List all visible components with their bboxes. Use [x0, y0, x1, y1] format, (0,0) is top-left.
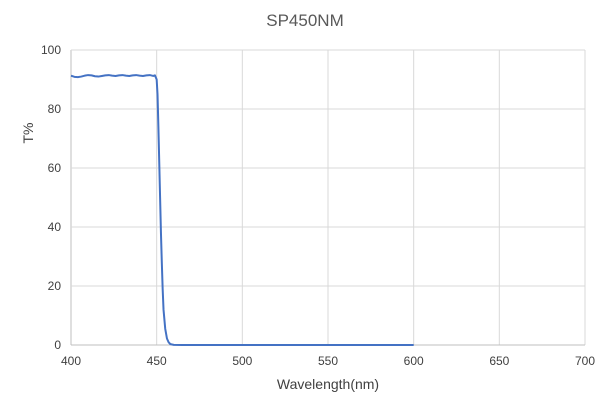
x-tick-label: 450: [147, 354, 167, 368]
y-axis-label: T%: [20, 123, 36, 144]
y-tick-label: 100: [41, 43, 61, 57]
gridlines: [70, 49, 586, 346]
x-tick-label: 400: [61, 354, 81, 368]
x-axis-label: Wavelength(nm): [277, 376, 379, 392]
x-tick-label: 600: [404, 354, 424, 368]
series-layer: [70, 74, 414, 346]
x-tick-label: 700: [575, 354, 595, 368]
x-tick-label: 500: [232, 354, 252, 368]
chart-title: SP450NM: [266, 11, 343, 30]
y-tick-label: 80: [48, 102, 62, 116]
y-tick-label: 60: [48, 161, 62, 175]
tick-labels: 400 450 500 550 600 650 700 0 20 40 60 80 100: [41, 43, 595, 368]
y-tick-label: 20: [48, 279, 62, 293]
x-tick-label: 550: [318, 354, 338, 368]
y-tick-label: 40: [48, 220, 62, 234]
transmission-line: [70, 74, 414, 346]
y-tick-label: 0: [54, 338, 61, 352]
x-tick-label: 650: [489, 354, 509, 368]
